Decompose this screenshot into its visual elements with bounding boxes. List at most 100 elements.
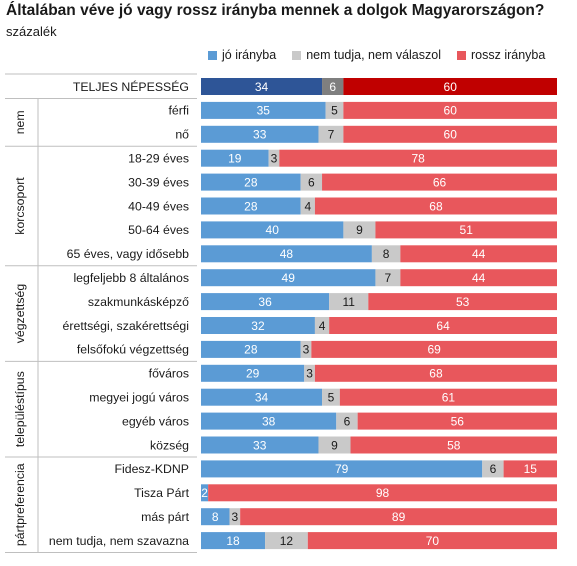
bar-bad	[343, 125, 557, 143]
bar-good	[201, 173, 301, 191]
legend-label-dk: nem tudja, nem válaszol	[306, 48, 441, 62]
bar-dk	[265, 532, 308, 550]
row-label: 18-29 éves	[128, 152, 189, 166]
data-label-good: 48	[280, 247, 294, 261]
row-label: 50-64 éves	[128, 223, 189, 237]
bar-bad	[329, 317, 557, 334]
bar-bad	[343, 78, 557, 95]
data-label-bad: 66	[433, 175, 447, 189]
data-label-dk: 11	[343, 295, 356, 309]
bar-good	[201, 364, 305, 382]
row-label: egyéb város	[122, 414, 189, 428]
data-label-dk: 6	[490, 462, 497, 476]
bar-bad	[311, 340, 557, 358]
data-label-bad: 60	[444, 104, 458, 118]
data-label-dk: 4	[319, 319, 326, 333]
group-label: korcsoport	[13, 177, 27, 235]
legend-label-good: jó irányba	[222, 48, 277, 62]
group-label: végzettség	[13, 284, 27, 344]
data-label-bad: 51	[460, 223, 474, 237]
legend-swatch-dk	[292, 50, 302, 60]
bar-dk	[336, 412, 358, 430]
data-label-good: 38	[262, 414, 276, 428]
bar-dk	[482, 460, 504, 478]
chart-subtitle: százalék	[6, 24, 57, 39]
row-label: megyei jogú város	[89, 391, 189, 405]
bar-bad	[503, 460, 557, 478]
data-label-dk: 3	[271, 152, 278, 166]
legend-item-good: jó irányba	[208, 48, 276, 62]
data-label-good: 28	[244, 343, 258, 357]
bar-good	[201, 484, 209, 502]
data-label-dk: 5	[331, 104, 338, 118]
data-label-dk: 6	[344, 414, 351, 428]
row-label: 40-49 éves	[128, 199, 189, 213]
data-label-dk: 3	[303, 343, 310, 357]
data-label-good: 33	[253, 128, 267, 142]
group-label: településtípus	[13, 371, 27, 447]
data-label-bad: 64	[436, 319, 450, 333]
bar-good	[201, 221, 344, 239]
bar-good	[201, 436, 319, 454]
data-label-bad: 89	[392, 510, 406, 524]
data-label-dk: 7	[385, 271, 392, 285]
data-label-bad: 60	[444, 128, 458, 142]
chart-title: Általában véve jó vagy rossz irányba men…	[6, 2, 545, 19]
bar-good	[201, 125, 319, 143]
bar-dk	[314, 317, 330, 334]
data-label-bad: 44	[472, 271, 486, 285]
data-label-bad: 69	[428, 343, 442, 357]
data-label-good: 34	[255, 391, 269, 405]
data-label-bad: 70	[426, 534, 440, 548]
bar-dk	[343, 221, 376, 239]
data-label-good: 32	[251, 319, 265, 333]
bar-good	[201, 388, 323, 406]
bar-dk	[300, 173, 323, 191]
data-label-good: 33	[253, 438, 267, 452]
legend: jó irányba nem tudja, nem válaszol rossz…	[208, 48, 545, 62]
data-label-dk: 4	[304, 199, 311, 213]
data-label-dk: 3	[306, 367, 313, 381]
row-label: község	[150, 438, 189, 452]
row-label: szakmunkásképző	[88, 295, 189, 309]
bar-dk	[375, 269, 401, 287]
bar-good	[201, 317, 315, 334]
row-label: felsőfokú végzettség	[77, 343, 189, 357]
data-label-dk: 9	[356, 223, 363, 237]
bar-good	[201, 293, 330, 311]
bar-dk	[300, 197, 315, 215]
bar-good	[201, 197, 301, 215]
data-label-dk: 8	[383, 247, 390, 261]
data-label-bad: 98	[376, 486, 390, 500]
bar-dk	[229, 508, 241, 526]
group-label: pártpreferencia	[13, 463, 27, 546]
legend-item-dk: nem tudja, nem válaszol	[292, 48, 441, 62]
data-label-bad: 68	[429, 367, 443, 381]
bar-bad	[343, 101, 557, 119]
legend-swatch-good	[208, 50, 217, 60]
bar-good	[201, 78, 323, 95]
data-label-dk: 12	[280, 534, 294, 548]
bar-dk	[322, 78, 344, 95]
data-label-good: 49	[282, 271, 296, 285]
data-label-good: 2	[201, 486, 208, 500]
bar-bad	[400, 269, 557, 287]
data-label-good: 36	[258, 295, 272, 309]
bar-dk	[268, 149, 280, 167]
row-label: TELJES NÉPESSÉG	[73, 79, 189, 94]
row-label: legfeljebb 8 általános	[73, 271, 189, 285]
data-label-good: 40	[266, 223, 280, 237]
bar-dk	[318, 436, 351, 454]
data-label-dk: 5	[328, 391, 335, 405]
row-label: 30-39 éves	[128, 175, 189, 189]
data-label-good: 28	[244, 175, 258, 189]
bar-dk	[329, 293, 369, 311]
bar-good	[201, 149, 269, 167]
bar-good	[201, 532, 266, 550]
bar-dk	[322, 388, 340, 406]
data-label-bad: 44	[472, 247, 486, 261]
data-label-dk: 6	[308, 175, 315, 189]
data-label-bad: 78	[411, 152, 425, 166]
legend-label-bad: rossz irányba	[471, 48, 546, 62]
